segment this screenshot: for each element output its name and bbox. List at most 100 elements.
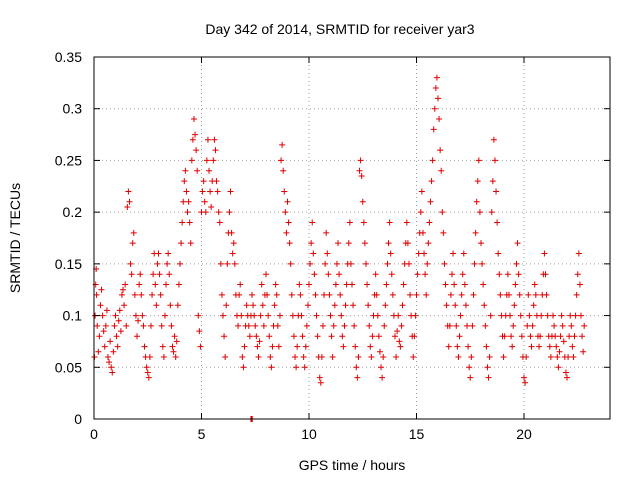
y-tick-label: 0.1 (63, 308, 83, 324)
data-point (484, 364, 491, 371)
data-point (273, 291, 280, 298)
data-point (182, 167, 189, 174)
data-point (358, 172, 365, 179)
data-point (489, 178, 496, 185)
data-point (289, 312, 296, 319)
data-point (132, 312, 139, 319)
data-point (569, 343, 576, 350)
data-point (218, 291, 225, 298)
data-point (120, 286, 127, 293)
data-point (560, 338, 567, 345)
data-point (188, 157, 195, 164)
data-point (517, 312, 524, 319)
data-point (488, 209, 495, 216)
data-point (514, 240, 521, 247)
data-point (304, 302, 311, 309)
data-point (428, 178, 435, 185)
data-point (141, 343, 148, 350)
y-tick-label: 0.15 (55, 256, 82, 272)
data-point (228, 229, 235, 236)
data-point (433, 74, 440, 81)
data-point (146, 353, 153, 360)
data-point (224, 260, 231, 267)
data-point (487, 312, 494, 319)
data-point (107, 338, 114, 345)
data-point (326, 291, 333, 298)
y-tick-label: 0.05 (55, 359, 82, 375)
data-point (507, 312, 514, 319)
data-point (251, 312, 258, 319)
data-point (354, 374, 361, 381)
data-point (186, 219, 193, 226)
data-point (229, 250, 236, 257)
data-point (254, 343, 261, 350)
chart-title: Day 342 of 2014, SRMTID for receiver yar… (205, 21, 474, 37)
data-point (496, 271, 503, 278)
data-point (393, 353, 400, 360)
data-point (110, 348, 117, 355)
data-point (464, 322, 471, 329)
data-point (430, 126, 437, 133)
data-point (329, 353, 336, 360)
data-point (255, 353, 262, 360)
data-point (303, 322, 310, 329)
data-point (140, 322, 147, 329)
x-axis-label: GPS time / hours (299, 457, 406, 473)
data-point (253, 333, 260, 340)
data-point (462, 302, 469, 309)
data-point (260, 322, 267, 329)
data-point (265, 312, 272, 319)
data-point (501, 333, 508, 340)
data-point (452, 302, 459, 309)
data-point (113, 333, 120, 340)
data-point (284, 198, 291, 205)
data-point (361, 240, 368, 247)
data-point (272, 281, 279, 288)
data-point (396, 338, 403, 345)
data-point (365, 302, 372, 309)
data-point (555, 364, 562, 371)
data-point (438, 167, 445, 174)
data-point (145, 374, 152, 381)
data-point (328, 333, 335, 340)
data-point (167, 302, 174, 309)
data-point (211, 136, 218, 143)
data-point (526, 312, 533, 319)
data-point (500, 353, 507, 360)
data-point (497, 291, 504, 298)
data-point (564, 374, 570, 381)
data-point (97, 302, 104, 309)
data-point (195, 312, 202, 319)
data-point (494, 219, 501, 226)
data-point (212, 147, 219, 154)
data-point (474, 178, 481, 185)
data-point (171, 333, 178, 340)
data-point (413, 291, 420, 298)
data-point (495, 250, 502, 257)
data-point (386, 219, 393, 226)
data-point (381, 322, 388, 329)
data-point (335, 240, 342, 247)
data-point (139, 312, 146, 319)
data-point (294, 343, 301, 350)
data-point (531, 281, 538, 288)
data-point (523, 353, 530, 360)
data-point (227, 188, 234, 195)
data-point (125, 188, 132, 195)
data-point (285, 219, 292, 226)
data-point (267, 353, 274, 360)
data-point (541, 250, 548, 257)
data-point (169, 343, 176, 350)
x-tick-label: 20 (516, 426, 532, 442)
data-point (238, 312, 245, 319)
data-point (309, 219, 316, 226)
data-point (427, 198, 434, 205)
data-point (240, 364, 247, 371)
data-point (174, 302, 181, 309)
data-point (131, 291, 138, 298)
data-point (245, 322, 252, 329)
data-point (302, 343, 309, 350)
data-point (395, 312, 402, 319)
data-point (183, 188, 190, 195)
data-point (314, 333, 321, 340)
